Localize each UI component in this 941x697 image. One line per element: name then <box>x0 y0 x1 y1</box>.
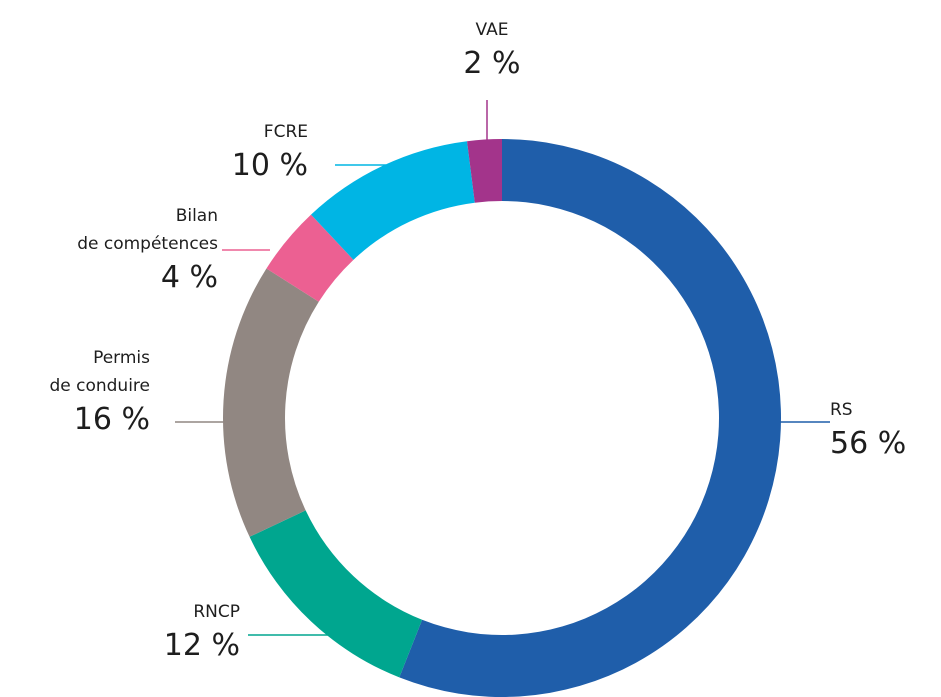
category-label: Permis de conduire <box>49 348 150 396</box>
slice-label: Bilan de compétences 4 % <box>77 202 218 298</box>
slice-label: RS 56 % <box>830 396 906 464</box>
slice-label: Permis de conduire 16 % <box>49 344 150 440</box>
slice-label: FCRE 10 % <box>232 118 308 186</box>
category-label: RNCP <box>193 602 240 622</box>
donut-segment <box>399 139 781 697</box>
donut-segment <box>311 141 475 260</box>
donut-segment <box>467 139 502 203</box>
value-label: 2 % <box>463 46 521 81</box>
value-label: 16 % <box>73 402 150 437</box>
value-label: 56 % <box>830 426 907 461</box>
category-label: FCRE <box>263 122 308 142</box>
slice-label: VAE 2 % <box>463 16 520 84</box>
slice-label: RNCP 12 % <box>164 598 240 666</box>
value-label: 10 % <box>231 148 308 183</box>
category-label: RS <box>830 400 853 420</box>
category-label: Bilan de compétences <box>77 206 218 254</box>
donut-segment <box>223 268 319 537</box>
donut-segment <box>266 214 354 302</box>
donut-segment <box>249 510 423 678</box>
category-label: VAE <box>475 20 509 40</box>
value-label: 12 % <box>163 628 240 663</box>
value-label: 4 % <box>160 260 218 295</box>
